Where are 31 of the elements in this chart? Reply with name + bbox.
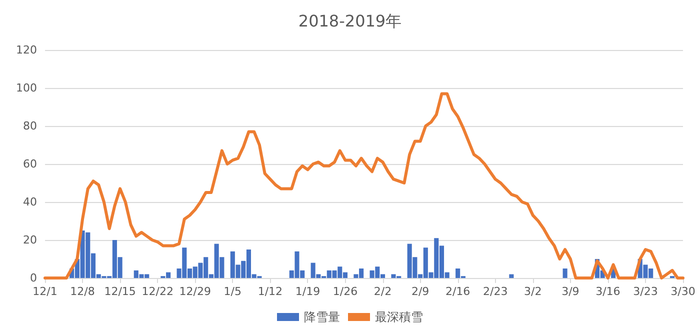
y-tick-label: 40 [23,196,37,208]
legend-label: 最深積雪 [375,310,423,324]
x-tick-label: 3/16 [596,285,620,298]
y-tick-label: 120 [16,44,37,56]
x-tick-label: 2/2 [374,285,392,298]
x-tick-label: 12/1 [32,285,58,298]
x-tick-label: 2/9 [411,285,430,298]
x-tick-label: 12/22 [142,285,174,298]
x-tick-label: 12/8 [70,285,95,298]
y-tick-label: 60 [23,158,37,170]
y-tick-label: 80 [23,120,37,132]
bar [562,268,568,278]
x-tick-label: 1/5 [224,285,242,298]
x-tick-label: 1/12 [258,285,283,298]
x-tick-label: 3/23 [633,285,658,298]
y-tick-label: 20 [23,234,37,246]
x-tick-label: 3/30 [670,285,696,298]
chart-title: 2018-2019年 [298,12,402,30]
x-tick-label: 2/16 [445,285,470,298]
x-tick-label: 12/29 [179,285,211,298]
y-tick-label: 0 [30,272,37,284]
bar [509,274,514,278]
x-tick-label: 2/23 [483,285,508,298]
x-tick-label: 3/9 [562,285,580,298]
legend-label: 降雪量 [304,310,340,324]
x-tick-label: 12/15 [104,285,136,298]
x-tick-label: 3/2 [524,285,542,298]
x-tick-label: 1/19 [295,285,320,298]
line-series [44,92,684,280]
x-tick-label: 1/26 [332,285,358,298]
y-tick-label: 100 [16,82,37,94]
